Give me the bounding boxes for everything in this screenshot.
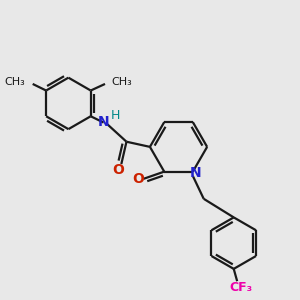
Text: H: H [111,110,120,122]
Text: O: O [112,163,124,177]
Text: N: N [189,166,201,180]
Text: N: N [98,115,109,129]
Text: CH₃: CH₃ [112,77,132,87]
Text: O: O [133,172,144,186]
Text: CH₃: CH₃ [5,77,26,87]
Text: CF₃: CF₃ [229,281,252,294]
